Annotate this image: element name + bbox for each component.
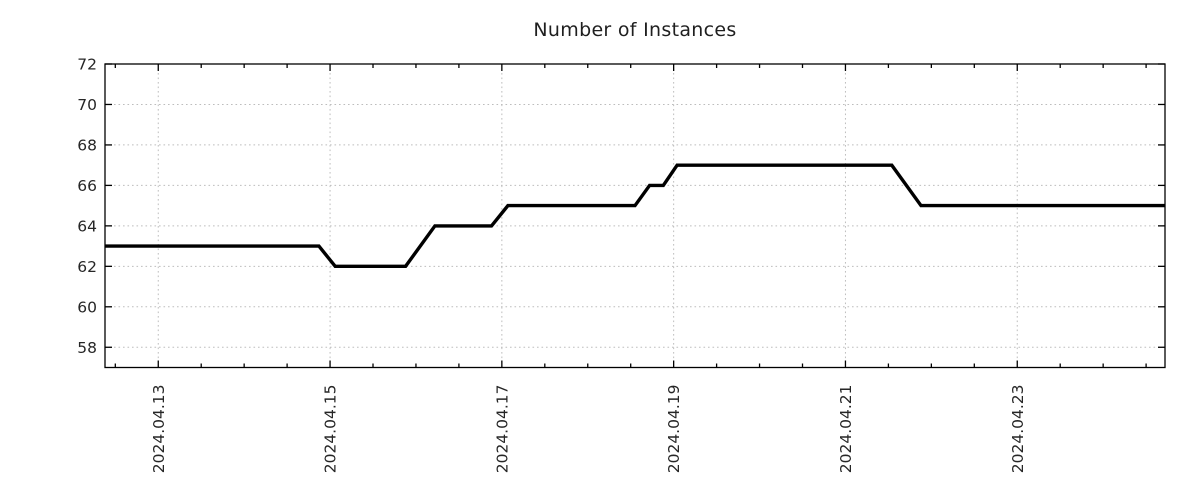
y-tick-label: 66 <box>77 177 97 195</box>
x-tick-label: 2024.04.23 <box>1009 385 1027 474</box>
y-tick-label: 60 <box>77 298 97 316</box>
x-axis-tick-labels: 2024.04.13 2024.04.15 2024.04.17 2024.04.19… <box>150 384 1027 473</box>
y-tick-label: 64 <box>77 217 97 235</box>
gridlines <box>105 64 1165 368</box>
x-tick-label: 2024.04.21 <box>837 385 855 474</box>
y-axis-tick-labels: 58 60 62 64 66 68 70 72 <box>77 56 97 357</box>
chart-title: Number of Instances <box>533 19 737 41</box>
y-tick-label: 58 <box>77 339 97 357</box>
y-tick-label: 68 <box>77 136 97 154</box>
series-instances-line <box>105 163 1165 268</box>
x-tick-label: 2024.04.15 <box>322 385 340 474</box>
x-tick-label: 2024.04.19 <box>665 385 683 474</box>
axis-ticks <box>105 63 1165 368</box>
y-tick-label: 72 <box>77 56 97 74</box>
y-tick-label: 70 <box>77 96 97 114</box>
x-tick-label: 2024.04.13 <box>150 385 168 474</box>
plot-border <box>104 63 1166 369</box>
y-tick-label: 62 <box>77 258 97 276</box>
x-tick-label: 2024.04.17 <box>493 384 511 473</box>
